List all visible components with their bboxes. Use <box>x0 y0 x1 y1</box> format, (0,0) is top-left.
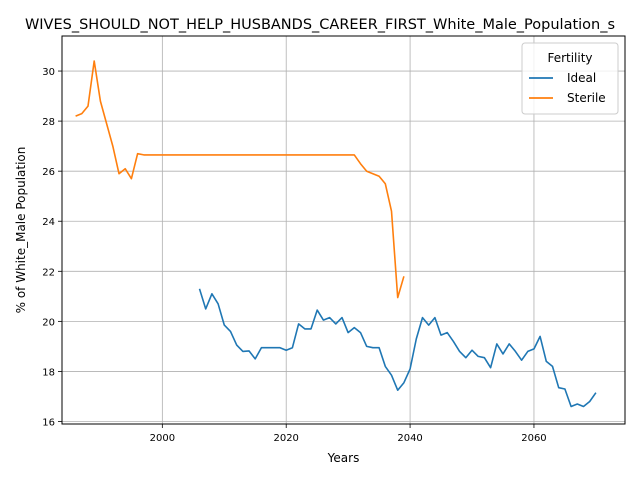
grid-lines <box>62 36 625 424</box>
legend-label-sterile: Sterile <box>567 91 606 105</box>
y-tick-label: 18 <box>42 367 55 378</box>
y-tick-label: 16 <box>42 417 55 428</box>
x-tick-label: 2060 <box>521 433 546 444</box>
x-tick-label: 2020 <box>273 433 298 444</box>
legend-box <box>521 42 619 115</box>
y-tick-label: 30 <box>42 67 55 78</box>
series-line-sterile <box>75 60 405 299</box>
y-tick-label: 22 <box>42 267 55 278</box>
x-axis: 2000 2020 2040 2060 <box>150 424 547 444</box>
x-tick-label: 2040 <box>397 433 422 444</box>
plot-frame <box>61 35 626 425</box>
series-lines <box>75 60 597 408</box>
chart-title: WIVES_SHOULD_NOT_HELP_HUSBANDS_CAREER_FI… <box>25 17 615 33</box>
y-axis: 16 18 20 22 24 26 28 30 <box>42 67 62 428</box>
y-tick-label: 20 <box>42 317 55 328</box>
legend-label-ideal: Ideal <box>567 71 596 85</box>
y-axis-label: % of White_Male Population <box>14 147 28 314</box>
legend: Fertility Ideal Sterile <box>521 42 619 115</box>
legend-title: Fertility <box>547 51 592 65</box>
series-line-ideal <box>198 288 597 408</box>
x-tick-label: 2000 <box>150 433 175 444</box>
y-tick-label: 26 <box>42 167 55 178</box>
y-tick-label: 24 <box>42 217 55 228</box>
x-axis-label: Years <box>327 451 360 465</box>
y-tick-label: 28 <box>42 117 55 128</box>
